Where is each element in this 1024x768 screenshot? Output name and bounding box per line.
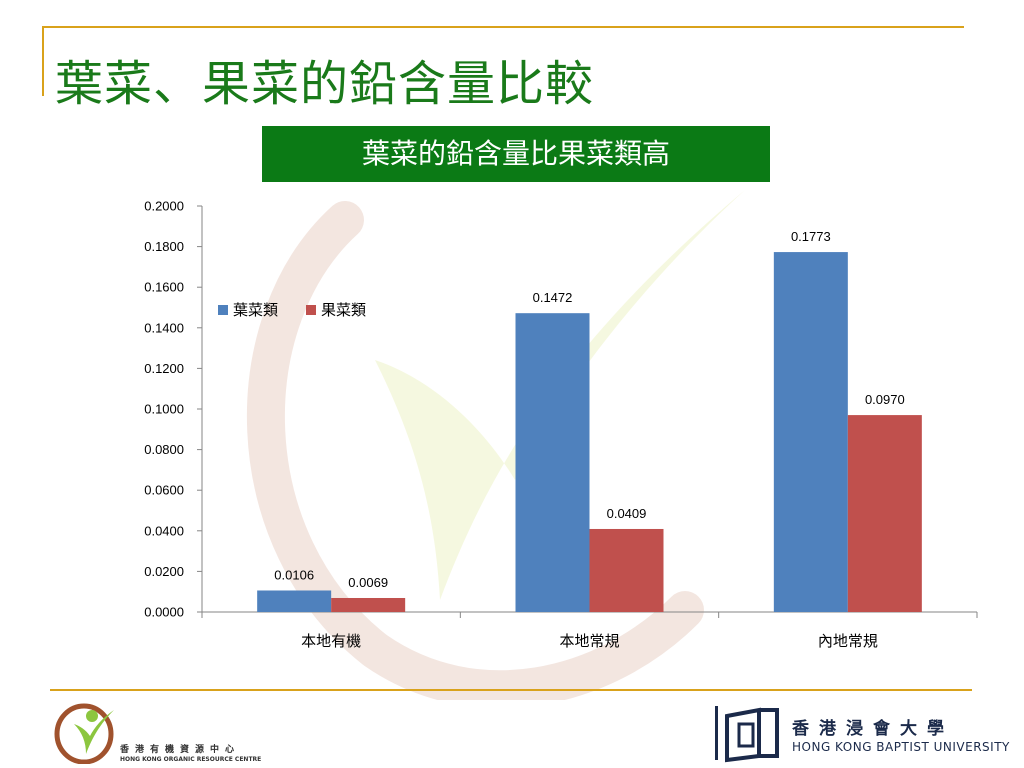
organic-centre-name-en: HONG KONG ORGANIC RESOURCE CENTRE	[120, 756, 262, 763]
legend-label: 果菜類	[321, 301, 366, 319]
hkbu-logo-icon	[715, 706, 779, 763]
legend-swatch	[218, 305, 228, 315]
bar-leafy	[257, 590, 332, 612]
data-label: 0.1472	[533, 290, 573, 305]
x-tick-label: 本地有機	[301, 632, 361, 650]
y-tick-label: 0.1200	[144, 361, 184, 376]
chart-banner: 葉菜的鉛含量比果菜類高	[262, 126, 770, 182]
y-tick-label: 0.1600	[144, 280, 184, 295]
bar-fruit	[847, 415, 922, 612]
legend-swatch	[306, 305, 316, 315]
data-label: 0.1773	[791, 229, 831, 244]
y-tick-label: 0.0800	[144, 442, 184, 457]
y-tick-label: 0.0000	[144, 605, 184, 620]
bar-leafy	[515, 313, 590, 612]
y-tick-label: 0.2000	[144, 199, 184, 214]
x-tick-label: 本地常規	[559, 632, 619, 650]
y-tick-label: 0.1400	[144, 320, 184, 335]
y-tick-label: 0.1800	[144, 239, 184, 254]
data-label: 0.0069	[348, 575, 388, 590]
y-tick-label: 0.1000	[144, 402, 184, 417]
y-tick-label: 0.0400	[144, 523, 184, 538]
hkbu-name-en: HONG KONG BAPTIST UNIVERSITY	[792, 740, 1010, 754]
organic-centre-name-cn: 香港有機資源中心	[120, 745, 241, 755]
legend-label: 葉菜類	[233, 301, 278, 319]
data-label: 0.0970	[865, 392, 905, 407]
organic-centre-logo-icon	[54, 703, 114, 764]
x-tick-label: 內地常規	[818, 632, 878, 650]
slide-title: 葉菜、果菜的鉛含量比較	[55, 56, 595, 112]
top-rule	[42, 26, 964, 28]
y-tick-label: 0.0200	[144, 564, 184, 579]
data-label: 0.0106	[274, 567, 314, 582]
hkbu-name-cn: 香港浸會大學	[792, 719, 954, 739]
bar-leafy	[773, 252, 848, 612]
bar-fruit	[331, 597, 406, 612]
left-rule	[42, 26, 44, 96]
y-tick-label: 0.0600	[144, 483, 184, 498]
bottom-rule	[50, 689, 972, 691]
data-label: 0.0409	[607, 506, 647, 521]
bar-fruit	[589, 528, 664, 612]
